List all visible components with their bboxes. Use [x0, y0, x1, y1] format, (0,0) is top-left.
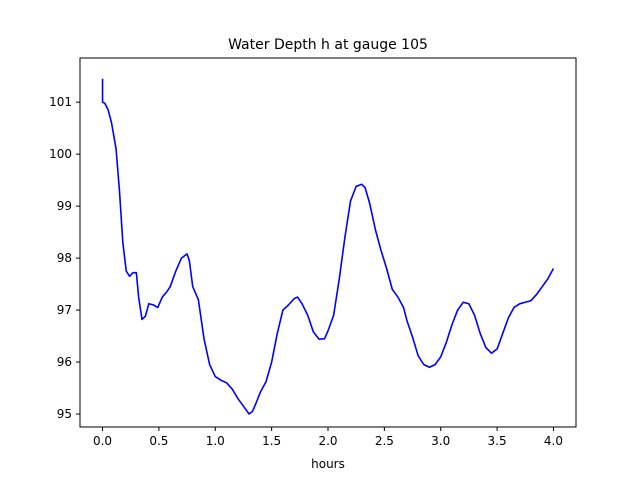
y-tick-label: 101	[49, 95, 72, 109]
x-tick-label: 3.5	[488, 434, 507, 448]
plot-area	[80, 58, 576, 427]
y-tick-label: 100	[49, 147, 72, 161]
series-layer	[101, 78, 555, 415]
y-tick-label: 99	[57, 199, 72, 213]
y-tick-label: 98	[57, 251, 72, 265]
y-axis: 95 96 97 98 99 100 101	[49, 95, 80, 421]
series-line-0	[101, 78, 555, 415]
chart-title: Water Depth h at gauge 105	[228, 37, 428, 53]
x-tick-label: 0.0	[93, 434, 112, 448]
x-tick-label: 3.0	[431, 434, 450, 448]
x-tick-label: 1.5	[262, 434, 281, 448]
x-axis-label: hours	[311, 457, 345, 471]
y-tick-label: 97	[57, 303, 72, 317]
x-tick-label: 0.5	[149, 434, 168, 448]
x-tick-label: 4.0	[544, 434, 563, 448]
x-axis: 0.0 0.5 1.0 1.5 2.0 2.5 3.0 3.5 4.0	[93, 427, 563, 448]
x-tick-label: 1.0	[206, 434, 225, 448]
x-tick-label: 2.0	[318, 434, 337, 448]
y-tick-label: 95	[57, 407, 72, 421]
x-tick-label: 2.5	[375, 434, 394, 448]
y-tick-label: 96	[57, 355, 72, 369]
